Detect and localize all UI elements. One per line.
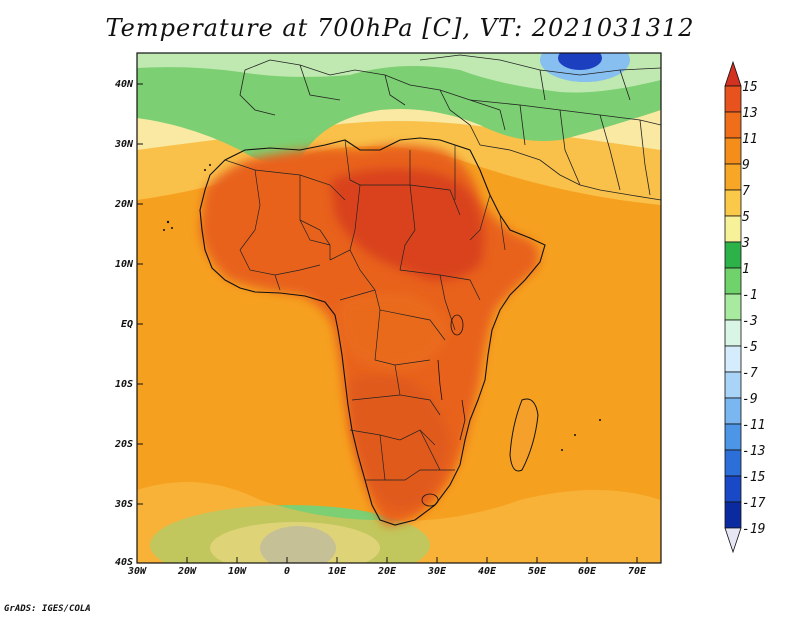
central-africa-warm [338,293,450,371]
y-tick-40n: 40N [114,79,133,90]
x-tick-30w: 30W [127,566,147,577]
colorbar-bottom-arrow [724,527,742,554]
africa-land-hot [330,168,484,281]
colorbar-cell [724,137,742,165]
x-tick-10w: 10W [227,566,247,577]
europe-light-green [137,53,661,93]
colorbar-label-neg7: -7 [742,366,758,381]
x-tick-20e: 20E [377,566,397,577]
colorbar-label-neg1: -1 [742,288,758,303]
colorbar-cell [724,319,742,347]
y-tick-20s: 20S [114,439,133,450]
colorbar-cell [724,85,742,113]
colorbar-cell [724,189,742,217]
colorbar-cell [724,449,742,477]
colorbar-cell [724,267,742,295]
colorbar-cell [724,345,742,373]
y-tick-10n: 10N [114,259,133,270]
southern-africa-hot [350,375,450,509]
y-tick-40s: 40S [114,557,133,568]
colorbar-label-1: 1 [742,262,750,277]
footer-credit: GrADS: IGES/COLA [4,604,91,614]
colorbar-label-5: 5 [742,210,750,225]
y-tick-30s: 30S [114,499,133,510]
colorbar-cell [724,501,742,529]
atlantic-islands [163,164,601,451]
x-tick-30e: 30E [427,566,447,577]
x-tick-60e: 60E [577,566,597,577]
y-tick-eq: EQ [120,319,133,330]
y-tick-10s: 10S [114,379,133,390]
colorbar-cell [724,423,742,451]
madagascar [509,398,539,472]
colorbar-cell [724,215,742,243]
africa-coastline [199,137,546,526]
colorbar-label-9: 9 [742,158,750,173]
colorbar-label-3: 3 [742,236,750,251]
colorbar-label-neg5: -5 [742,340,758,355]
map-frame [136,52,662,564]
country-borders [224,139,506,481]
lake-markers [421,314,466,507]
cold-core-north-deep [558,53,602,70]
colorbar-label-neg15: -15 [742,470,766,485]
colorbar-label-neg3: -3 [742,314,758,329]
x-tick-50e: 50E [527,566,547,577]
colorbar-cell [724,241,742,269]
colorbar-cell [724,111,742,139]
colorbar-cell [724,163,742,191]
map-title: Temperature at 700hPa [C], VT: 202103131… [105,14,695,42]
colorbar-label-13: 13 [742,106,758,121]
colorbar-label-neg17: -17 [742,496,766,511]
colorbar-label-7: 7 [742,184,750,199]
colorbar-label-15: 15 [742,80,758,95]
eurasia-borders [239,54,661,201]
colorbar-cell [724,371,742,399]
colorbar-label-neg13: -13 [742,444,766,459]
x-tick-20w: 20W [177,566,197,577]
colorbar-label-neg11: -11 [742,418,766,433]
x-tick-0: 0 [283,566,291,577]
colorbar-cell [724,475,742,503]
colorbar-label-11: 11 [742,132,758,147]
axis-ticks [137,83,638,563]
colorbar-label-neg19: -19 [742,522,766,537]
x-tick-40e: 40E [477,566,497,577]
colorbar-top-arrow [724,60,742,87]
x-tick-10e: 10E [327,566,347,577]
colorbar-label-neg9: -9 [742,392,758,407]
colorbar-cell [724,293,742,321]
colorbar [724,60,742,554]
y-tick-20n: 20N [114,199,133,210]
colorbar-cell [724,397,742,425]
x-tick-70e: 70E [627,566,647,577]
y-tick-30n: 30N [114,139,133,150]
